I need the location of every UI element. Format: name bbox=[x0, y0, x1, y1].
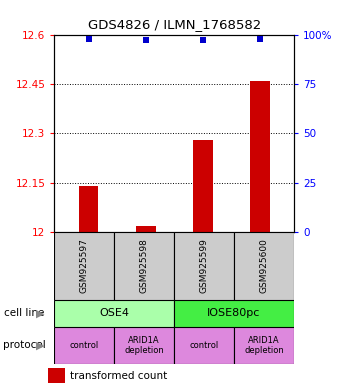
Text: ARID1A
depletion: ARID1A depletion bbox=[124, 336, 164, 355]
Bar bbox=[54, 300, 174, 327]
Text: GSM925599: GSM925599 bbox=[199, 238, 209, 293]
Text: ARID1A
depletion: ARID1A depletion bbox=[244, 336, 284, 355]
Bar bbox=[54, 327, 114, 364]
Bar bbox=[114, 327, 174, 364]
Bar bbox=[174, 327, 234, 364]
Text: control: control bbox=[189, 341, 219, 350]
Bar bbox=[48, 368, 65, 383]
Text: cell line: cell line bbox=[4, 308, 44, 318]
Bar bbox=[250, 81, 270, 232]
Point bbox=[86, 35, 91, 41]
Bar bbox=[114, 232, 174, 300]
Text: GSM925598: GSM925598 bbox=[140, 238, 149, 293]
Title: GDS4826 / ILMN_1768582: GDS4826 / ILMN_1768582 bbox=[88, 18, 261, 31]
Bar bbox=[234, 327, 294, 364]
Point bbox=[143, 37, 148, 43]
Bar bbox=[174, 300, 294, 327]
Text: GSM925597: GSM925597 bbox=[80, 238, 89, 293]
Text: IOSE80pc: IOSE80pc bbox=[207, 308, 261, 318]
Bar bbox=[193, 140, 213, 232]
Text: protocol: protocol bbox=[4, 340, 46, 351]
Text: ▶: ▶ bbox=[36, 308, 44, 318]
Bar bbox=[234, 232, 294, 300]
Bar bbox=[78, 186, 98, 232]
Bar bbox=[54, 232, 114, 300]
Point bbox=[257, 35, 262, 41]
Text: GSM925600: GSM925600 bbox=[260, 238, 268, 293]
Point bbox=[200, 37, 205, 43]
Text: OSE4: OSE4 bbox=[99, 308, 129, 318]
Text: ▶: ▶ bbox=[36, 340, 44, 351]
Text: transformed count: transformed count bbox=[70, 371, 168, 381]
Bar bbox=[135, 226, 155, 232]
Text: control: control bbox=[70, 341, 99, 350]
Bar bbox=[174, 232, 234, 300]
